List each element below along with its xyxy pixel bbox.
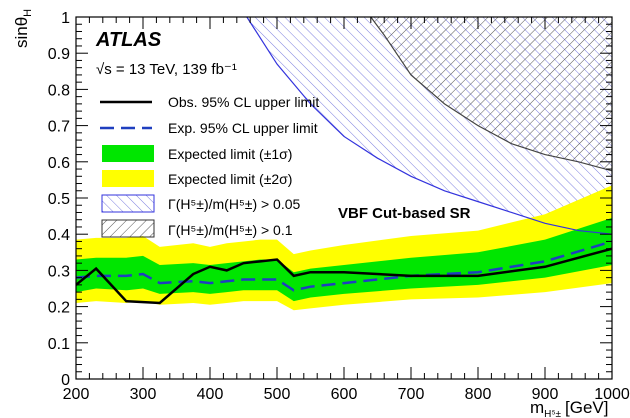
legend-swatch-w01	[101, 219, 155, 238]
region-label: VBF Cut-based SR	[338, 205, 471, 222]
y-tick-label: 0.3	[48, 263, 70, 280]
x-tick-label: 600	[331, 386, 358, 403]
y-tick-label: 0.8	[48, 82, 70, 99]
x-axis-label-main: m	[530, 398, 544, 417]
expected-line	[76, 240, 612, 292]
x-tick-label: 500	[264, 386, 291, 403]
y-axis-label: sinθH	[12, 9, 34, 48]
x-axis-label: mH⁵± [GeV]	[530, 398, 609, 418]
y-tick-label: 0.2	[48, 300, 70, 317]
width-01-region	[370, 17, 612, 171]
x-tick-label: 700	[398, 386, 425, 403]
y-tick-label: 0.6	[48, 155, 70, 172]
x-tick-label: 200	[63, 386, 90, 403]
observed-line	[76, 247, 612, 305]
y-tick-label: 0	[61, 372, 70, 389]
band-1sigma	[76, 217, 612, 302]
legend-label-exp: Exp. 95% CL upper limit	[168, 120, 318, 136]
y-tick-label: 0.4	[48, 227, 70, 244]
x-axis-label-sub: H⁵±	[544, 409, 561, 418]
y-axis-label-main: sinθ	[12, 17, 31, 48]
y-tick-label: 0.1	[48, 336, 70, 353]
experiment-label: ATLAS	[95, 29, 162, 51]
axes: 200 300 400 500 600 700 800 900 1000 0 0.1 0.2 0.3 0.…	[48, 10, 630, 403]
x-tick-label: 1000	[594, 386, 630, 403]
width-005-line	[246, 17, 612, 235]
y-tick-label: 0.7	[48, 119, 70, 136]
plot-area	[76, 17, 612, 311]
legend-swatch-band1	[102, 145, 154, 162]
legend-label-band1: Expected limit (±1σ)	[168, 146, 292, 162]
legend-label-w01: Γ(H⁵±)/m(H⁵±) > 0.1	[168, 222, 293, 238]
legend-label-band2: Expected limit (±2σ)	[168, 171, 292, 187]
legend-label-obs: Obs. 95% CL upper limit	[168, 94, 319, 110]
y-tick-label: 0.5	[48, 191, 70, 208]
x-tick-label: 300	[130, 386, 157, 403]
x-tick-label: 900	[532, 386, 559, 403]
y-axis-label-sub: H	[22, 9, 34, 17]
x-tick-label: 800	[465, 386, 492, 403]
legend-swatch-w005	[101, 194, 155, 213]
width-01-line	[370, 17, 612, 172]
energy-label: √s = 13 TeV, 139 fb⁻¹	[96, 61, 237, 78]
legend-swatch-band2	[102, 170, 154, 187]
y-tick-label: 1	[61, 10, 70, 27]
y-tick-label: 0.9	[48, 46, 70, 63]
legend-label-w005: Γ(H⁵±)/m(H⁵±) > 0.05	[168, 196, 301, 212]
legend: Obs. 95% CL upper limit Exp. 95% CL uppe…	[100, 94, 319, 238]
x-tick-label: 400	[197, 386, 224, 403]
x-axis-label-unit: [GeV]	[565, 398, 608, 417]
